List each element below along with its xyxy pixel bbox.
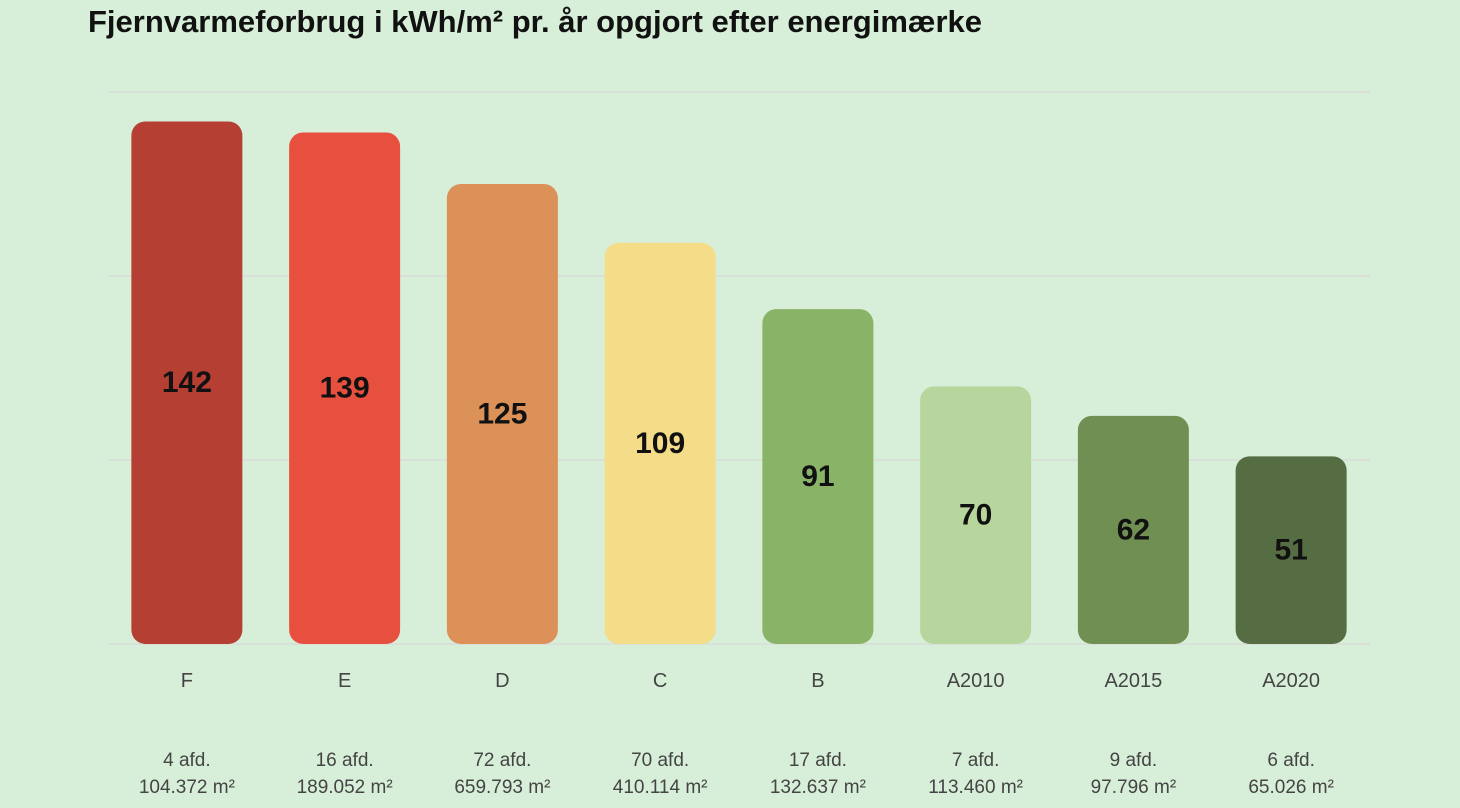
bar-e <box>289 132 401 645</box>
department-count-label: 7 afd. <box>952 750 1000 771</box>
area-label: 132.637 m² <box>770 777 866 798</box>
bar-a2015 <box>1077 415 1189 644</box>
bar-c <box>604 242 716 644</box>
x-tick-label: F <box>181 670 193 692</box>
chart-title: Fjernvarmeforbrug i kWh/m² pr. år opgjor… <box>88 4 983 39</box>
area-label: 659.793 m² <box>454 777 550 798</box>
x-tick-label: E <box>338 670 351 692</box>
data-label: 139 <box>320 372 370 405</box>
area-label: 65.026 m² <box>1248 777 1334 798</box>
department-count-label: 9 afd. <box>1110 750 1158 771</box>
department-count-label: 6 afd. <box>1267 750 1315 771</box>
x-tick-label: A2015 <box>1104 670 1162 692</box>
area-label: 104.372 m² <box>139 777 235 798</box>
area-label: 97.796 m² <box>1091 777 1177 798</box>
x-tick-label: A2010 <box>947 670 1005 692</box>
area-label: 113.460 m² <box>928 777 1023 798</box>
bar-b <box>762 309 874 644</box>
data-label: 142 <box>162 366 212 399</box>
department-count-label: 4 afd. <box>163 750 211 771</box>
data-label: 91 <box>801 460 834 493</box>
bar-d <box>446 184 558 644</box>
department-count-label: 72 afd. <box>473 750 531 771</box>
bar-a2020 <box>1235 456 1347 644</box>
data-label: 109 <box>635 427 685 460</box>
department-count-label: 16 afd. <box>316 750 374 771</box>
area-label: 189.052 m² <box>297 777 393 798</box>
bar-f <box>131 121 243 644</box>
department-count-label: 70 afd. <box>631 750 689 771</box>
data-label: 125 <box>477 398 527 431</box>
x-tick-label: A2020 <box>1262 670 1320 692</box>
x-tick-label: C <box>653 670 667 692</box>
bar-a2010 <box>920 386 1032 644</box>
x-tick-label: D <box>495 670 509 692</box>
data-label: 62 <box>1117 513 1150 546</box>
data-label: 70 <box>959 499 992 532</box>
data-label: 51 <box>1274 534 1307 567</box>
department-count-label: 17 afd. <box>789 750 847 771</box>
area-label: 410.114 m² <box>613 777 708 798</box>
x-tick-label: B <box>811 670 824 692</box>
